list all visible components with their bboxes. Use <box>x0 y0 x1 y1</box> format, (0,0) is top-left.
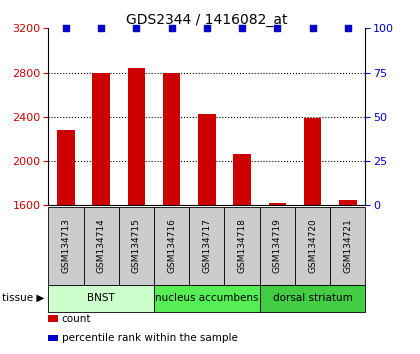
Text: GSM134719: GSM134719 <box>273 218 282 274</box>
Text: GSM134714: GSM134714 <box>97 219 106 273</box>
Bar <box>154 285 260 312</box>
Text: GSM134715: GSM134715 <box>132 218 141 274</box>
Text: GSM134716: GSM134716 <box>167 218 176 274</box>
Bar <box>330 207 365 285</box>
Text: count: count <box>62 314 91 324</box>
Bar <box>48 285 154 312</box>
Point <box>98 25 105 31</box>
Bar <box>224 207 260 285</box>
Bar <box>198 114 215 205</box>
Bar <box>260 207 295 285</box>
Text: GSM134721: GSM134721 <box>343 219 352 273</box>
Point <box>239 25 245 31</box>
Bar <box>119 207 154 285</box>
Bar <box>128 68 145 205</box>
Point <box>133 25 140 31</box>
Bar <box>233 154 251 205</box>
Bar <box>268 203 286 205</box>
Point <box>309 25 316 31</box>
Point <box>203 25 210 31</box>
Title: GDS2344 / 1416082_at: GDS2344 / 1416082_at <box>126 13 288 27</box>
Bar <box>92 73 110 205</box>
Bar <box>154 207 189 285</box>
Text: BNST: BNST <box>87 293 115 303</box>
Point <box>63 25 69 31</box>
Bar <box>295 207 330 285</box>
Text: GSM134713: GSM134713 <box>61 218 71 274</box>
Text: tissue ▶: tissue ▶ <box>2 293 45 303</box>
Point <box>168 25 175 31</box>
Point <box>274 25 281 31</box>
Text: GSM134717: GSM134717 <box>202 218 211 274</box>
Text: dorsal striatum: dorsal striatum <box>273 293 352 303</box>
Bar <box>260 285 365 312</box>
Text: GSM134720: GSM134720 <box>308 219 317 273</box>
Text: GSM134718: GSM134718 <box>238 218 247 274</box>
Bar <box>189 207 224 285</box>
Point <box>344 25 351 31</box>
Text: percentile rank within the sample: percentile rank within the sample <box>62 333 238 343</box>
Text: nucleus accumbens: nucleus accumbens <box>155 293 259 303</box>
Bar <box>84 207 119 285</box>
Bar <box>304 118 321 205</box>
Bar <box>163 73 181 205</box>
Bar <box>57 130 75 205</box>
Bar <box>48 207 84 285</box>
Bar <box>339 200 357 205</box>
